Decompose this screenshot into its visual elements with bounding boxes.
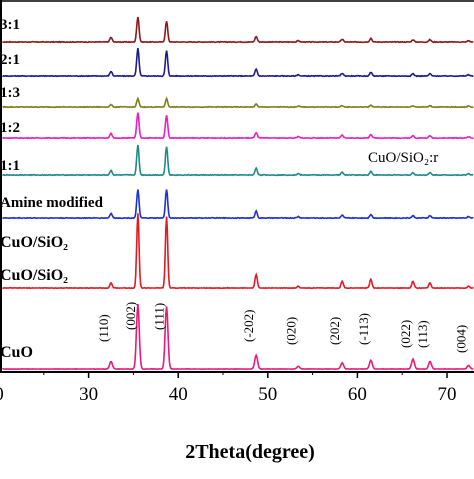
- series-line-5: [2, 189, 474, 220]
- x-tick-label-4: 60: [348, 384, 367, 405]
- axis-layer: 0 30 40 50 60 70: [0, 0, 474, 405]
- peak-label-1: (002): [123, 302, 138, 330]
- side-annotation: CuO/SiO₂:r: [368, 150, 438, 166]
- series-line-4: [2, 144, 474, 177]
- series-line-0: [2, 16, 474, 44]
- peak-label-8: (113): [415, 320, 430, 348]
- series-label-0: 3:1: [0, 17, 20, 33]
- peak-label-0: (110): [96, 314, 111, 342]
- peak-label-4: (020): [283, 317, 298, 345]
- x-axis-title: 2Theta(degree): [185, 441, 315, 463]
- peak-label-6: (-113): [356, 313, 371, 345]
- series-label-7: CuO/SiO₂: [0, 267, 68, 284]
- series-label-2: 1:3: [0, 85, 20, 101]
- series-label-8: CuO: [0, 344, 33, 361]
- series-line-2: [2, 96, 474, 109]
- series-line-3: [2, 112, 474, 140]
- series-label-5: Amine modified: [0, 195, 104, 211]
- x-tick-label-2: 40: [169, 384, 188, 405]
- peak-label-5: (202): [327, 317, 342, 345]
- annotation-layer: 3:1 2:1 1:3 1:2 1:1 Amine modified CuO/SiO₂ CuO…: [0, 17, 469, 361]
- x-tick-label-1: 30: [79, 384, 98, 405]
- peak-label-7: (022): [398, 320, 413, 348]
- series-line-6: [2, 213, 474, 290]
- series-line-7: [2, 304, 474, 371]
- peak-label-3: (-202): [241, 310, 256, 343]
- series-layer: [2, 16, 474, 371]
- series-label-1: 2:1: [0, 52, 20, 68]
- peak-label-9: (004): [454, 325, 469, 353]
- series-label-4: 1:1: [0, 158, 20, 174]
- series-label-3: 1:2: [0, 120, 20, 136]
- x-tick-label-5: 70: [438, 384, 457, 405]
- series-line-1: [2, 47, 474, 78]
- x-tick-label-0: 0: [0, 384, 4, 405]
- x-tick-label-3: 50: [258, 384, 277, 405]
- series-label-6: CuO/SiO₂: [0, 234, 68, 251]
- peak-label-2: (111): [152, 303, 167, 330]
